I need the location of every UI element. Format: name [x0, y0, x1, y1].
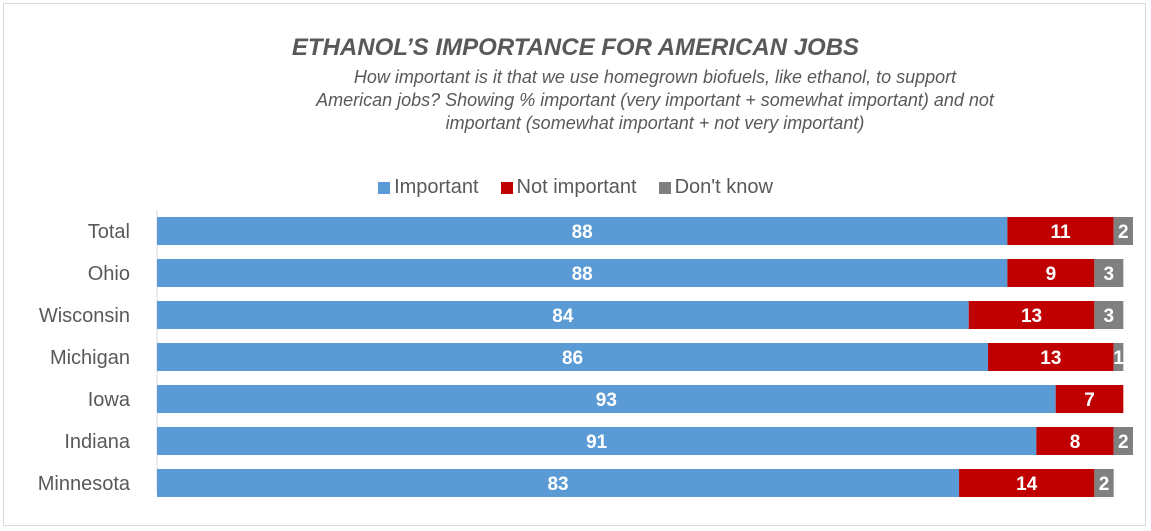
bar-indiana-important	[157, 427, 1037, 455]
bar-total-don-t-know	[1113, 217, 1133, 245]
data-label-indiana-important: 91	[586, 432, 608, 453]
chart-legend: Important Not important Don't know	[0, 176, 1151, 199]
bar-michigan-not-important	[988, 343, 1114, 371]
data-label-iowa-not-important: 7	[1084, 390, 1095, 411]
subtitle-line-2: American jobs? Showing % important (very…	[316, 90, 994, 110]
data-label-indiana-don-t-know: 2	[1118, 432, 1129, 453]
category-label-total: Total	[88, 221, 130, 243]
category-label-iowa: Iowa	[88, 389, 131, 411]
bar-iowa-important	[157, 385, 1056, 413]
bar-minnesota-important	[157, 469, 960, 497]
bar-wisconsin-important	[157, 301, 969, 329]
category-label-wisconsin: Wisconsin	[39, 305, 130, 327]
category-label-michigan: Michigan	[50, 347, 130, 369]
legend-swatch-dont-know	[658, 181, 671, 194]
bar-total-not-important	[1007, 217, 1114, 245]
legend-swatch-important	[378, 181, 391, 194]
subtitle-line-3: important (somewhat important + not very…	[445, 113, 865, 133]
data-label-total-not-important: 11	[1050, 222, 1071, 243]
data-label-michigan-not-important: 13	[1040, 348, 1061, 369]
legend-label-dont-know: Don't know	[674, 176, 773, 198]
bar-indiana-don-t-know	[1113, 427, 1133, 455]
bar-ohio-not-important	[1007, 259, 1095, 287]
data-label-total-important: 88	[572, 222, 593, 243]
legend-swatch-not-important	[500, 181, 513, 194]
chart-title: ETHANOL’S IMPORTANCE FOR AMERICAN JOBS	[291, 34, 860, 61]
data-label-wisconsin-important: 84	[552, 306, 574, 327]
subtitle-line-1: How important is it that we use homegrow…	[353, 67, 957, 87]
bar-minnesota-don-t-know	[1094, 469, 1114, 497]
data-label-minnesota-not-important: 14	[1016, 474, 1038, 495]
data-label-wisconsin-not-important: 13	[1021, 306, 1042, 327]
data-label-michigan-don-t-know: 1	[1113, 348, 1124, 369]
bar-wisconsin-not-important	[968, 301, 1095, 329]
bar-ohio-don-t-know	[1094, 259, 1124, 287]
bar-total-important	[157, 217, 1008, 245]
bar-michigan-don-t-know	[1113, 343, 1124, 371]
bar-michigan-important	[157, 343, 989, 371]
data-label-indiana-not-important: 8	[1070, 432, 1081, 453]
bar-minnesota-not-important	[959, 469, 1095, 497]
legend-item-dont-know: Don't know	[658, 176, 773, 199]
bar-ohio-important	[157, 259, 1008, 287]
data-label-minnesota-important: 83	[547, 474, 568, 495]
data-label-ohio-not-important: 9	[1046, 264, 1057, 285]
data-label-ohio-important: 88	[572, 264, 593, 285]
category-label-ohio: Ohio	[88, 263, 130, 285]
category-label-indiana: Indiana	[64, 431, 130, 453]
chart-subtitle: How important is it that we use homegrow…	[180, 66, 1130, 135]
legend-label-important: Important	[394, 176, 479, 198]
legend-item-not-important: Not important	[500, 176, 637, 199]
data-label-ohio-don-t-know: 3	[1104, 264, 1115, 285]
data-label-wisconsin-don-t-know: 3	[1104, 306, 1115, 327]
data-label-michigan-important: 86	[562, 348, 583, 369]
data-label-iowa-important: 93	[596, 390, 617, 411]
category-label-minnesota: Minnesota	[38, 473, 131, 495]
legend-item-important: Important	[378, 176, 479, 199]
data-label-minnesota-don-t-know: 2	[1099, 474, 1110, 495]
bar-wisconsin-don-t-know	[1094, 301, 1124, 329]
data-label-total-don-t-know: 2	[1118, 222, 1129, 243]
bar-indiana-not-important	[1036, 427, 1114, 455]
bar-iowa-not-important	[1055, 385, 1124, 413]
legend-label-not-important: Not important	[516, 176, 637, 198]
